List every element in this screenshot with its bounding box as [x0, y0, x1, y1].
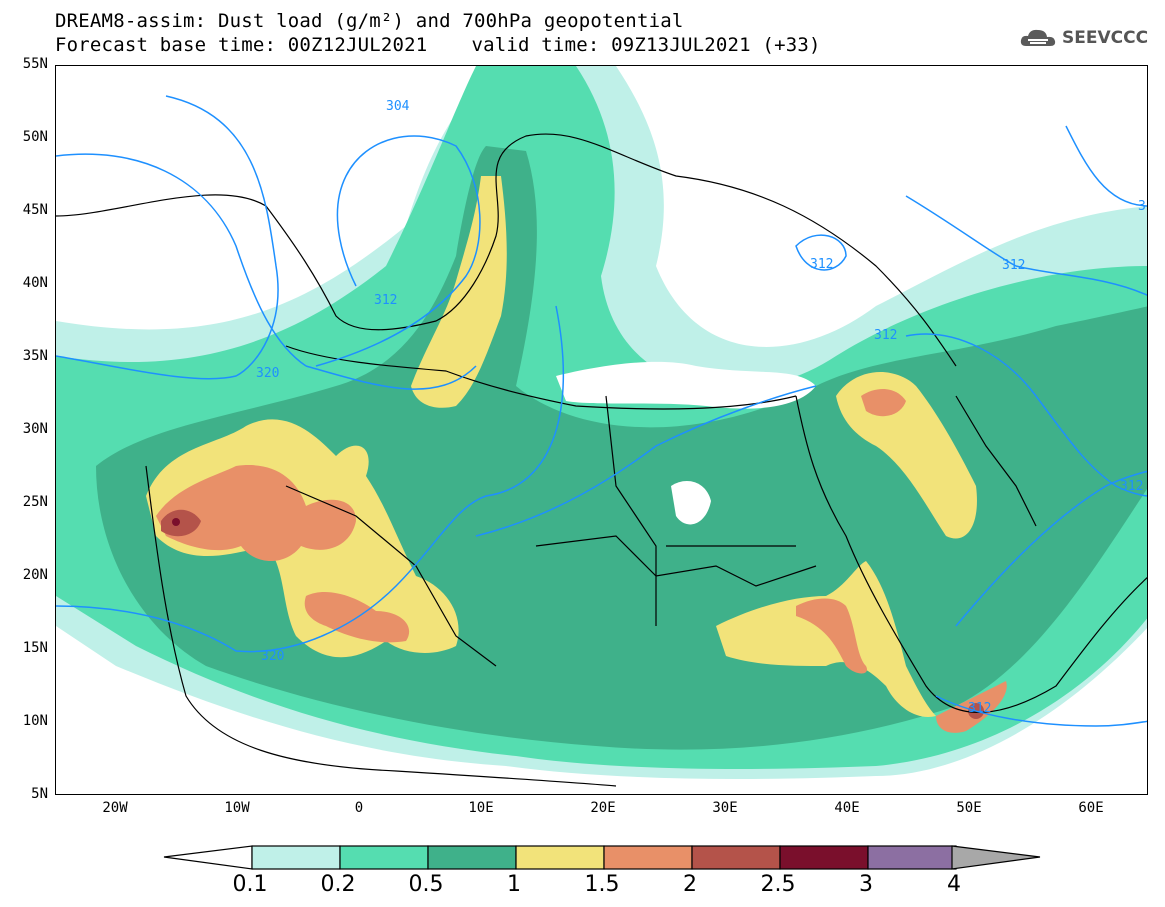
colorbar-cell — [691, 845, 781, 870]
colorbar-label: 1 — [507, 872, 521, 897]
lon-label: 20W — [102, 800, 128, 816]
colorbar-label: 0.1 — [232, 872, 268, 897]
geopotential-contours — [56, 95, 1147, 727]
lat-label: 20N — [22, 567, 48, 583]
contour-label-312-west: 312 — [374, 293, 397, 308]
colorbar-label: 1.5 — [584, 872, 620, 897]
lat-label: 25N — [22, 494, 48, 510]
colorbar-label: 2.5 — [760, 872, 796, 897]
colorbar-cell — [427, 845, 517, 870]
lat-label: 45N — [22, 202, 48, 218]
lon-label: 40E — [834, 800, 860, 816]
colorbar-cells — [251, 845, 957, 870]
logo-text: SEEVCCC — [1062, 28, 1149, 48]
colorbar-cell — [867, 845, 957, 870]
base-time: Forecast base time: 00Z12JUL2021 — [55, 34, 428, 56]
coastlines — [56, 133, 1147, 787]
clear-libya — [671, 481, 711, 525]
contour-label-312-iraq: 312 — [874, 328, 897, 343]
dust-maroon-core — [172, 518, 180, 526]
lon-label: 50E — [956, 800, 982, 816]
contour-label-320-north: 320 — [256, 366, 279, 381]
contour-label-3: 3 — [1138, 199, 1146, 214]
colorbar-cell — [339, 845, 429, 870]
lat-label: 55N — [22, 56, 48, 72]
map-title: DREAM8-assim: Dust load (g/m²) and 700hP… — [55, 10, 684, 32]
lat-label: 10N — [22, 713, 48, 729]
colorbar-label: 4 — [947, 872, 961, 897]
dust-orange-redsea — [796, 598, 867, 674]
contour-label-320-sahel: 320 — [261, 649, 284, 664]
colorbar-cell — [251, 845, 341, 870]
colorbar-label: 0.2 — [320, 872, 356, 897]
contour-label-312-balkans: 312 — [810, 257, 833, 272]
colorbar-under-triangle — [163, 845, 253, 870]
contour-labels: 304 312 320 312 320 312 312 312 312 3 — [256, 99, 1146, 716]
colorbar — [163, 845, 1041, 870]
lon-label: 60E — [1078, 800, 1104, 816]
lat-label: 30N — [22, 421, 48, 437]
colorbar-cell — [779, 845, 869, 870]
contour-label-312-caspian: 312 — [1002, 258, 1025, 273]
lat-label: 40N — [22, 275, 48, 291]
colorbar-cell — [603, 845, 693, 870]
cloud-icon — [1020, 29, 1056, 46]
colorbar-over-triangle — [951, 845, 1041, 870]
lat-label: 50N — [22, 129, 48, 145]
lon-label: 0 — [354, 800, 364, 816]
dust-orange-iraq — [861, 389, 906, 417]
map-plot: 304 312 320 312 320 312 312 312 312 3 — [55, 65, 1148, 795]
lon-label: 10W — [224, 800, 250, 816]
colorbar-label: 3 — [859, 872, 873, 897]
colorbar-label: 0.5 — [408, 872, 444, 897]
time-info: Forecast base time: 00Z12JUL2021 valid ti… — [55, 34, 821, 56]
dust-orange-sahara — [156, 465, 356, 561]
lat-label: 15N — [22, 640, 48, 656]
lat-label: 5N — [31, 786, 48, 802]
seevccc-logo: SEEVCCC — [1018, 26, 1148, 50]
dust-yellow-redsea — [716, 561, 936, 717]
lon-label: 20E — [590, 800, 616, 816]
dust-yellow-italy — [411, 176, 507, 408]
clear-mediterranean — [556, 361, 816, 409]
colorbar-cell — [515, 845, 605, 870]
lon-label: 30E — [712, 800, 738, 816]
dust-brown-core — [161, 509, 201, 537]
colorbar-label: 2 — [683, 872, 697, 897]
contour-label-312-somalia: 312 — [968, 701, 991, 716]
lon-label: 10E — [468, 800, 494, 816]
dust-map: 304 312 320 312 320 312 312 312 312 3 — [56, 66, 1147, 787]
valid-time: valid time: 09Z13JUL2021 (+33) — [471, 34, 821, 56]
contour-label-312-gulf: 312 — [1120, 479, 1143, 494]
contour-label-304: 304 — [386, 99, 410, 114]
lat-label: 35N — [22, 348, 48, 364]
